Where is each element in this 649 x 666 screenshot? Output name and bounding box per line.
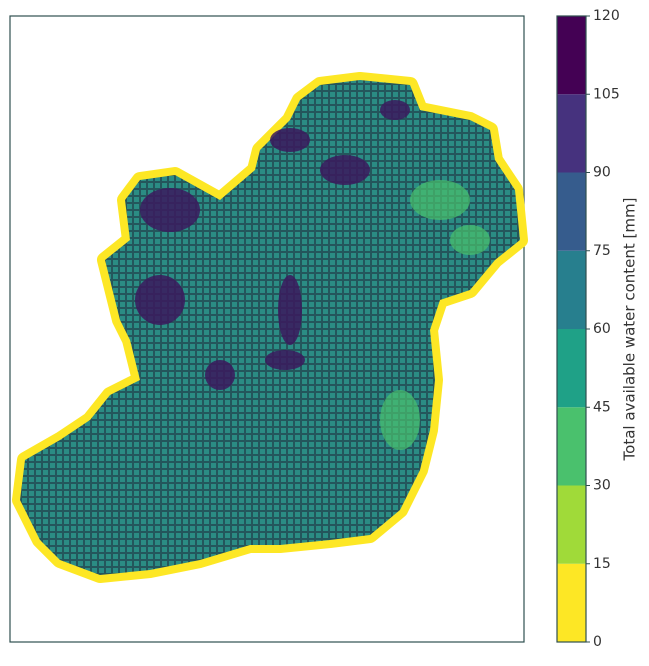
colorbar-band [557, 172, 586, 251]
colorbar-tick-label: 105 [593, 86, 620, 102]
colorbar-tick-label: 45 [593, 399, 611, 415]
high-value-areas [135, 100, 410, 390]
colorbar-tick-label: 75 [593, 243, 611, 259]
colorbar-band [557, 485, 586, 564]
colorbar-band [557, 250, 586, 329]
colorbar-band [557, 329, 586, 408]
ireland-map [12, 72, 528, 583]
colorbar-tick-label: 90 [593, 165, 611, 181]
colorbar-band [557, 563, 586, 642]
colorbar-tick-label: 60 [593, 321, 611, 337]
colorbar-band [557, 407, 586, 486]
colorbar: 0 15 30 45 60 75 90 105 120 [556, 8, 620, 650]
colorbar-tick-label: 0 [593, 634, 602, 650]
colorbar-label: Total available water content [mm] [621, 198, 639, 462]
colorbar-tick-label: 120 [593, 8, 620, 24]
colorbar-band [557, 16, 586, 95]
colorbar-tick-label: 15 [593, 556, 611, 572]
colorbar-tick-label: 30 [593, 478, 611, 494]
colorbar-band [557, 94, 586, 173]
low-value-areas [380, 180, 490, 450]
